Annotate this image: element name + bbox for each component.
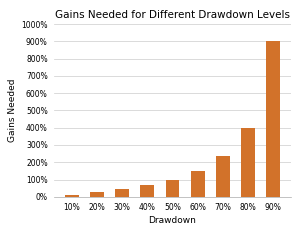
Bar <box>140 185 154 197</box>
Bar <box>115 189 129 197</box>
Y-axis label: Gains Needed: Gains Needed <box>8 79 17 142</box>
Bar <box>166 180 179 197</box>
Bar <box>266 41 280 197</box>
X-axis label: Drawdown: Drawdown <box>148 216 196 225</box>
Bar <box>191 171 205 197</box>
Bar <box>241 128 255 197</box>
Title: Gains Needed for Different Drawdown Levels: Gains Needed for Different Drawdown Leve… <box>55 11 290 20</box>
Bar <box>65 195 79 197</box>
Bar <box>90 192 104 197</box>
Bar <box>216 156 230 197</box>
